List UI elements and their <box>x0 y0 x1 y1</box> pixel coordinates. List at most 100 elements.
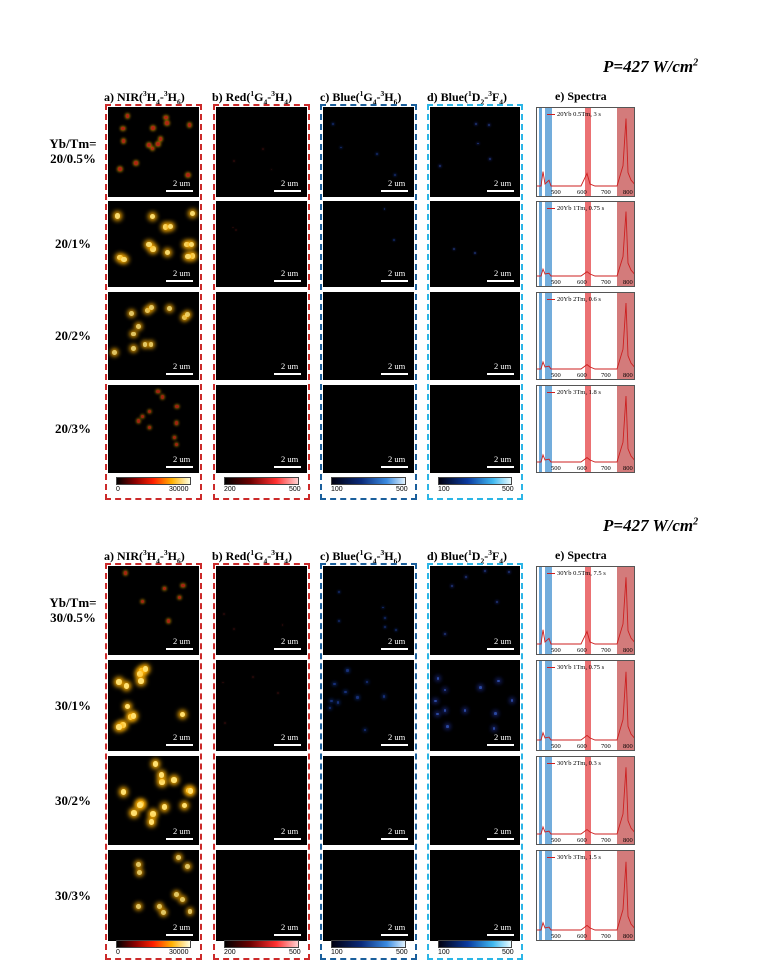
scale-bar-label: 2 um <box>281 178 299 188</box>
spectrum-legend: 30Yb 0.5Tm, 7.5 s <box>547 570 606 577</box>
spectrum-line <box>537 118 634 187</box>
microscopy-panel-b: 2 um <box>216 385 307 473</box>
spectrum-legend: 20Yb 2Tm, 0.6 s <box>547 296 601 303</box>
column-header-d-part: F <box>491 90 500 104</box>
column-header-b-part: - <box>267 549 272 563</box>
scale-bar <box>166 744 193 746</box>
emission-spot <box>181 583 185 588</box>
emission-spot <box>137 869 143 875</box>
column-header-e: e) Spectra <box>555 89 607 103</box>
legend-text: 30Yb 2Tm, 0.3 s <box>557 760 601 767</box>
emission-spot <box>123 683 130 689</box>
emission-spot <box>175 854 181 860</box>
microscopy-panel-c: 2 um <box>323 566 414 655</box>
emission-spot <box>159 779 165 785</box>
scale-bar <box>381 280 408 282</box>
emission-spot <box>187 123 192 127</box>
microscopy-panel-b: 2 um <box>216 201 307 287</box>
emission-spot <box>392 239 395 242</box>
scale-bar <box>381 744 408 746</box>
colorbar-min-label: 0 <box>116 486 120 493</box>
red-band <box>585 851 591 940</box>
emission-spot <box>233 628 236 631</box>
red-band <box>585 202 591 286</box>
scale-bar <box>274 280 301 282</box>
emission-spot <box>142 342 148 347</box>
panel-frame-b <box>213 104 310 500</box>
power-text: P=427 W/cm <box>603 57 694 76</box>
emission-spot <box>181 802 188 809</box>
legend-text: 20Yb 2Tm, 0.6 s <box>557 296 601 303</box>
emission-spot <box>164 249 171 256</box>
emission-spot <box>185 253 191 260</box>
scale-bar-label: 2 um <box>173 826 191 836</box>
emission-spot <box>165 121 169 125</box>
blue-band <box>545 386 552 472</box>
spectrum-legend: 20Yb 0.5Tm, 3 s <box>547 111 601 118</box>
microscopy-panel-d: 2 um <box>430 107 520 197</box>
column-header-a-part: 3 <box>143 89 147 98</box>
blue-band <box>545 661 552 750</box>
column-header-c-part: ) <box>397 90 402 104</box>
spectrum-plot <box>537 108 634 196</box>
scale-bar-label: 2 um <box>494 268 512 278</box>
emission-spot <box>150 811 156 817</box>
spectrum-plot <box>537 851 634 940</box>
column-header-b: b) Red(1G4-3H4) <box>212 548 292 565</box>
scale-bar-label: 2 um <box>494 826 512 836</box>
axis-tick-label: 500 <box>551 647 561 654</box>
column-header-d-part: 1 <box>468 89 472 98</box>
column-header-b-part: 4 <box>263 97 268 107</box>
blue-band-narrow <box>539 293 542 379</box>
scale-bar-label: 2 um <box>388 268 406 278</box>
emission-spot <box>151 126 155 130</box>
legend-line-swatch <box>547 208 555 210</box>
emission-spot <box>137 802 143 808</box>
microscopy-panel-d: 2 um <box>430 385 520 473</box>
colorbar-max-label: 500 <box>289 949 301 956</box>
scale-bar <box>381 373 408 375</box>
axis-tick-label: 600 <box>577 743 587 750</box>
column-header-d-part: D <box>471 90 481 104</box>
spectrum-plot <box>537 386 634 472</box>
scale-bar-label: 2 um <box>494 361 512 371</box>
scale-bar <box>487 934 514 936</box>
column-header-b-part: - <box>267 90 272 104</box>
scale-bar <box>166 373 193 375</box>
emission-spot <box>393 173 396 176</box>
axis-tick-label: 700 <box>601 189 611 196</box>
axis-tick-label: 700 <box>601 279 611 286</box>
panel-frame-a <box>105 563 202 960</box>
spectrum-legend: 20Yb 1Tm, 0.75 s <box>547 205 604 212</box>
emission-spot <box>338 620 341 623</box>
column-header-c-part: c) Blue( <box>320 549 360 563</box>
colorbar-max-label: 500 <box>502 949 514 956</box>
scale-bar-label: 2 um <box>281 454 299 464</box>
scale-bar-label: 2 um <box>173 361 191 371</box>
emission-spot <box>158 137 163 141</box>
column-header-a-part: H <box>146 90 157 104</box>
emission-spot <box>383 616 386 619</box>
column-header-c-part: 4 <box>372 556 377 566</box>
blue-band-narrow <box>539 567 542 654</box>
column-header-b-part: ) <box>288 90 293 104</box>
panel-frame-c <box>320 104 417 500</box>
axis-tick-label: 800 <box>623 189 633 196</box>
emission-spot <box>158 772 164 778</box>
power-unit-exponent: 2 <box>693 516 699 528</box>
column-header-a-part: 4 <box>156 97 160 107</box>
spectrum-line <box>537 211 634 277</box>
scale-bar-label: 2 um <box>281 732 299 742</box>
red-band <box>585 567 591 654</box>
emission-spot <box>120 722 126 728</box>
panel-frame-d <box>427 104 523 500</box>
emission-spot <box>333 682 336 685</box>
emission-spot <box>494 711 497 715</box>
axis-tick-label: 700 <box>601 372 611 379</box>
blue-band-narrow <box>539 757 542 844</box>
emission-spot <box>185 311 191 317</box>
row-label: 20/2% <box>54 328 92 343</box>
scale-bar-label: 2 um <box>173 454 191 464</box>
colorbar-nir <box>116 940 191 948</box>
emission-spot <box>175 421 179 425</box>
